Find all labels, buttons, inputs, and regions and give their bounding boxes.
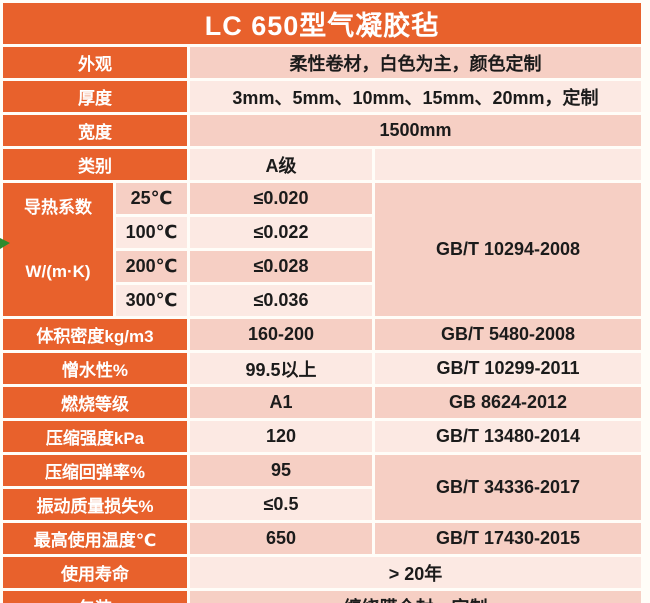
cell-thermal-value-25: ≤0.020 bbox=[190, 183, 372, 214]
cell-thermal-temp-300: 300℃ bbox=[116, 285, 187, 316]
cell-thermal-temp-25: 25℃ bbox=[116, 183, 187, 214]
row-label-density: 体积密度kg/m3 bbox=[3, 319, 187, 350]
table-row: 100℃ ≤0.022 bbox=[3, 217, 641, 248]
cell-width-value: 1500mm bbox=[190, 115, 641, 146]
table-row: 宽度 1500mm bbox=[3, 115, 641, 146]
cell-density-value: 160-200 bbox=[190, 319, 372, 350]
cell-thermal-standard: GB/T 10294-2008 bbox=[375, 183, 641, 316]
cell-vibration-mass-loss-value: ≤0.5 bbox=[190, 489, 372, 520]
row-label-category: 类别 bbox=[3, 149, 187, 180]
table-row: 燃烧等级 A1 GB 8624-2012 bbox=[3, 387, 641, 418]
cell-fire-rating-standard: GB 8624-2012 bbox=[375, 387, 641, 418]
cell-compression-rebound-value: 95 bbox=[190, 455, 372, 486]
cell-fire-rating-value: A1 bbox=[190, 387, 372, 418]
table-row: 压缩回弹率% 95 GB/T 34336-2017 bbox=[3, 455, 641, 520]
cell-compressive-strength-standard: GB/T 13480-2014 bbox=[375, 421, 641, 452]
cell-service-life-value: > 20年 bbox=[190, 557, 641, 588]
row-label-max-service-temp: 最高使用温度℃ bbox=[3, 523, 187, 554]
table-row: 包装 缠绕膜全封or定制 bbox=[3, 591, 641, 603]
row-label-thickness: 厚度 bbox=[3, 81, 187, 112]
cell-thermal-temp-200: 200℃ bbox=[116, 251, 187, 282]
table-row: 憎水性% 99.5以上 GB/T 10299-2011 bbox=[3, 353, 641, 384]
table-row: 导热系数 W/(m·K) 25℃ ≤0.020 GB/T 10294-2008 bbox=[3, 183, 641, 316]
row-label-width: 宽度 bbox=[3, 115, 187, 146]
cell-max-service-temp-standard: GB/T 17430-2015 bbox=[375, 523, 641, 554]
table-row: 200℃ ≤0.028 bbox=[3, 251, 641, 282]
cell-thermal-value-100: ≤0.022 bbox=[190, 217, 372, 248]
table-row: 厚度 3mm、5mm、10mm、15mm、20mm，定制 bbox=[3, 81, 641, 112]
row-label-thermal-conductivity: 导热系数 W/(m·K) bbox=[3, 183, 113, 316]
title-row: LC 650型气凝胶毡 bbox=[3, 3, 641, 44]
cell-max-service-temp-value: 650 bbox=[190, 523, 372, 554]
row-label-appearance: 外观 bbox=[3, 47, 187, 78]
row-label-vibration-mass-loss: 振动质量损失% bbox=[3, 489, 187, 520]
row-label-packaging: 包装 bbox=[3, 591, 187, 603]
table-row: 外观 柔性卷材，白色为主，颜色定制 bbox=[3, 47, 641, 78]
cell-category-value: A级 bbox=[190, 149, 372, 180]
table-row: 最高使用温度℃ 650 GB/T 17430-2015 bbox=[3, 523, 641, 554]
row-label-hydrophobicity: 憎水性% bbox=[3, 353, 187, 384]
row-label-compressive-strength: 压缩强度kPa bbox=[3, 421, 187, 452]
cell-compression-rebound-standard: GB/T 34336-2017 bbox=[375, 455, 641, 520]
cell-category-standard-empty bbox=[375, 149, 641, 180]
row-label-compression-rebound: 压缩回弹率% bbox=[3, 455, 187, 486]
cell-appearance-value: 柔性卷材，白色为主，颜色定制 bbox=[190, 47, 641, 78]
cell-thickness-value: 3mm、5mm、10mm、15mm、20mm，定制 bbox=[190, 81, 641, 112]
table-row: 使用寿命 > 20年 bbox=[3, 557, 641, 588]
cell-packaging-value: 缠绕膜全封or定制 bbox=[190, 591, 641, 603]
table-row: 类别 A级 bbox=[3, 149, 641, 180]
cell-density-standard: GB/T 5480-2008 bbox=[375, 319, 641, 350]
cell-compressive-strength-value: 120 bbox=[190, 421, 372, 452]
cell-thermal-temp-100: 100℃ bbox=[116, 217, 187, 248]
thermal-label-unit: W/(m·K) bbox=[25, 262, 91, 281]
table-row: 振动质量损失% ≤0.5 bbox=[3, 489, 641, 520]
table-row: 压缩强度kPa 120 GB/T 13480-2014 bbox=[3, 421, 641, 452]
page-title: LC 650型气凝胶毡 bbox=[3, 3, 641, 44]
row-label-service-life: 使用寿命 bbox=[3, 557, 187, 588]
green-corner-marker-icon bbox=[0, 238, 10, 249]
cell-thermal-value-300: ≤0.036 bbox=[190, 285, 372, 316]
thermal-label-name: 导热系数 bbox=[24, 198, 92, 217]
table-row: 体积密度kg/m3 160-200 GB/T 5480-2008 bbox=[3, 319, 641, 350]
cell-hydrophobicity-value: 99.5以上 bbox=[190, 353, 372, 384]
table-row: 300℃ ≤0.036 bbox=[3, 285, 641, 316]
row-label-fire-rating: 燃烧等级 bbox=[3, 387, 187, 418]
cell-hydrophobicity-standard: GB/T 10299-2011 bbox=[375, 353, 641, 384]
cell-thermal-value-200: ≤0.028 bbox=[190, 251, 372, 282]
